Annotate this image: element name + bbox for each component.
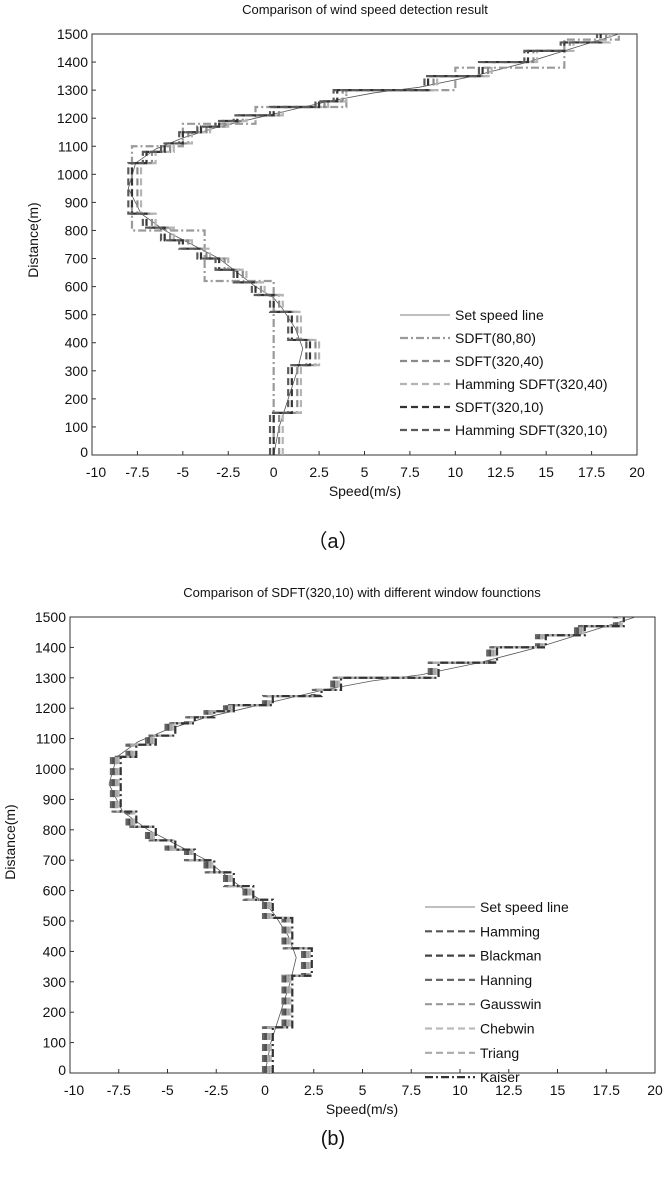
x-tick-label: -10 <box>86 464 106 480</box>
legend-label: SDFT(80,80) <box>455 330 536 346</box>
x-tick-label: 15 <box>550 1082 566 1098</box>
y-tick-label: 1200 <box>57 110 88 126</box>
legend-label: Hamming <box>480 923 540 939</box>
chart-b: Comparison of SDFT(320,10) with differen… <box>2 585 663 1150</box>
y-tick-label: 700 <box>65 251 89 267</box>
x-tick-label: 20 <box>629 464 645 480</box>
series-line-6 <box>114 617 621 1073</box>
y-tick-label: 1300 <box>57 82 88 98</box>
y-tick-label: 600 <box>65 279 89 295</box>
x-tick-label: 2.5 <box>309 464 329 480</box>
x-tick-label: 5 <box>359 1082 367 1098</box>
y-tick-label: 300 <box>65 363 89 379</box>
legend-label: Set speed line <box>455 307 544 323</box>
x-tick-label: 20 <box>647 1082 663 1098</box>
x-tick-label: -7.5 <box>107 1082 131 1098</box>
y-tick-label: 1500 <box>57 26 88 42</box>
legend-label: SDFT(320,40) <box>455 353 544 369</box>
y-tick-label: 1300 <box>35 670 66 686</box>
y-tick-label: 200 <box>43 1004 67 1020</box>
series-line-2 <box>113 617 620 1073</box>
x-tick-label: 10 <box>452 1082 468 1098</box>
chart-a-xlabel: Speed(m/s) <box>329 483 401 499</box>
x-tick-label: -7.5 <box>125 464 149 480</box>
legend-label: Set speed line <box>480 899 569 915</box>
legend-label: Blackman <box>480 948 541 964</box>
x-tick-label: -5 <box>161 1082 174 1098</box>
y-tick-label: 900 <box>65 194 89 210</box>
y-tick-label: 1400 <box>57 54 88 70</box>
y-tick-label: 800 <box>65 222 89 238</box>
y-tick-label: 600 <box>43 883 67 899</box>
series-line-3 <box>109 617 616 1073</box>
chart-a: Comparison of wind speed detection resul… <box>25 2 645 553</box>
legend-label: Kaiser <box>480 1069 520 1085</box>
y-tick-label: 500 <box>43 913 67 929</box>
y-tick-label: 1000 <box>35 761 66 777</box>
x-tick-label: -2.5 <box>204 1082 228 1098</box>
plot-area <box>69 616 656 1074</box>
y-tick-label: 100 <box>43 1035 67 1051</box>
legend-label: Hanning <box>480 972 532 988</box>
x-tick-label: 12.5 <box>495 1082 522 1098</box>
legend-label: Gausswin <box>480 996 541 1012</box>
x-tick-label: -10 <box>64 1082 84 1098</box>
x-tick-label: 7.5 <box>400 464 420 480</box>
y-tick-label: 200 <box>65 391 89 407</box>
series-line-0 <box>108 616 636 1074</box>
y-tick-label: 400 <box>43 943 67 959</box>
y-tick-label: 400 <box>65 335 89 351</box>
chart-b-title: Comparison of SDFT(320,10) with differen… <box>183 585 541 600</box>
x-tick-label: -2.5 <box>216 464 240 480</box>
x-tick-label: 7.5 <box>402 1082 422 1098</box>
legend-label: Hamming SDFT(320,10) <box>455 422 608 438</box>
x-tick-label: 15 <box>538 464 554 480</box>
y-tick-label: 800 <box>43 822 67 838</box>
series-line-4 <box>115 617 622 1073</box>
y-tick-label: 1200 <box>35 700 66 716</box>
x-tick-label: 0 <box>270 464 278 480</box>
y-tick-label: 1500 <box>35 609 66 625</box>
legend-label: Triang <box>480 1045 519 1061</box>
y-tick-label: 0 <box>58 1062 66 1078</box>
y-tick-label: 1400 <box>35 639 66 655</box>
chart-a-caption: （a） <box>307 530 358 553</box>
y-tick-label: 0 <box>80 444 88 460</box>
chart-b-caption: (b) <box>321 1128 345 1150</box>
chart-b-ylabel: Distance(m) <box>2 804 18 879</box>
x-tick-label: 0 <box>261 1082 269 1098</box>
y-tick-label: 500 <box>65 307 89 323</box>
x-tick-label: 17.5 <box>593 1082 620 1098</box>
chart-a-title: Comparison of wind speed detection resul… <box>242 2 488 17</box>
legend-label: Hamming SDFT(320,40) <box>455 376 608 392</box>
y-tick-label: 100 <box>65 419 89 435</box>
legend-label: Chebwin <box>480 1021 534 1037</box>
y-tick-label: 1000 <box>57 166 88 182</box>
series-line-5 <box>117 617 623 1073</box>
y-tick-label: 300 <box>43 974 67 990</box>
x-tick-label: 17.5 <box>578 464 605 480</box>
y-tick-label: 1100 <box>58 138 88 154</box>
y-tick-label: 900 <box>43 791 67 807</box>
chart-a-ylabel: Distance(m) <box>25 202 41 277</box>
series-line-7 <box>119 617 625 1073</box>
legend-label: SDFT(320,10) <box>455 399 544 415</box>
x-tick-label: 2.5 <box>304 1082 324 1098</box>
y-tick-label: 700 <box>43 852 67 868</box>
x-tick-label: -5 <box>177 464 190 480</box>
y-tick-label: 1100 <box>36 731 66 747</box>
x-tick-label: 12.5 <box>487 464 514 480</box>
chart-b-xlabel: Speed(m/s) <box>326 1101 398 1117</box>
x-tick-label: 10 <box>448 464 464 480</box>
x-tick-label: 5 <box>361 464 369 480</box>
series-line-1 <box>111 617 618 1073</box>
